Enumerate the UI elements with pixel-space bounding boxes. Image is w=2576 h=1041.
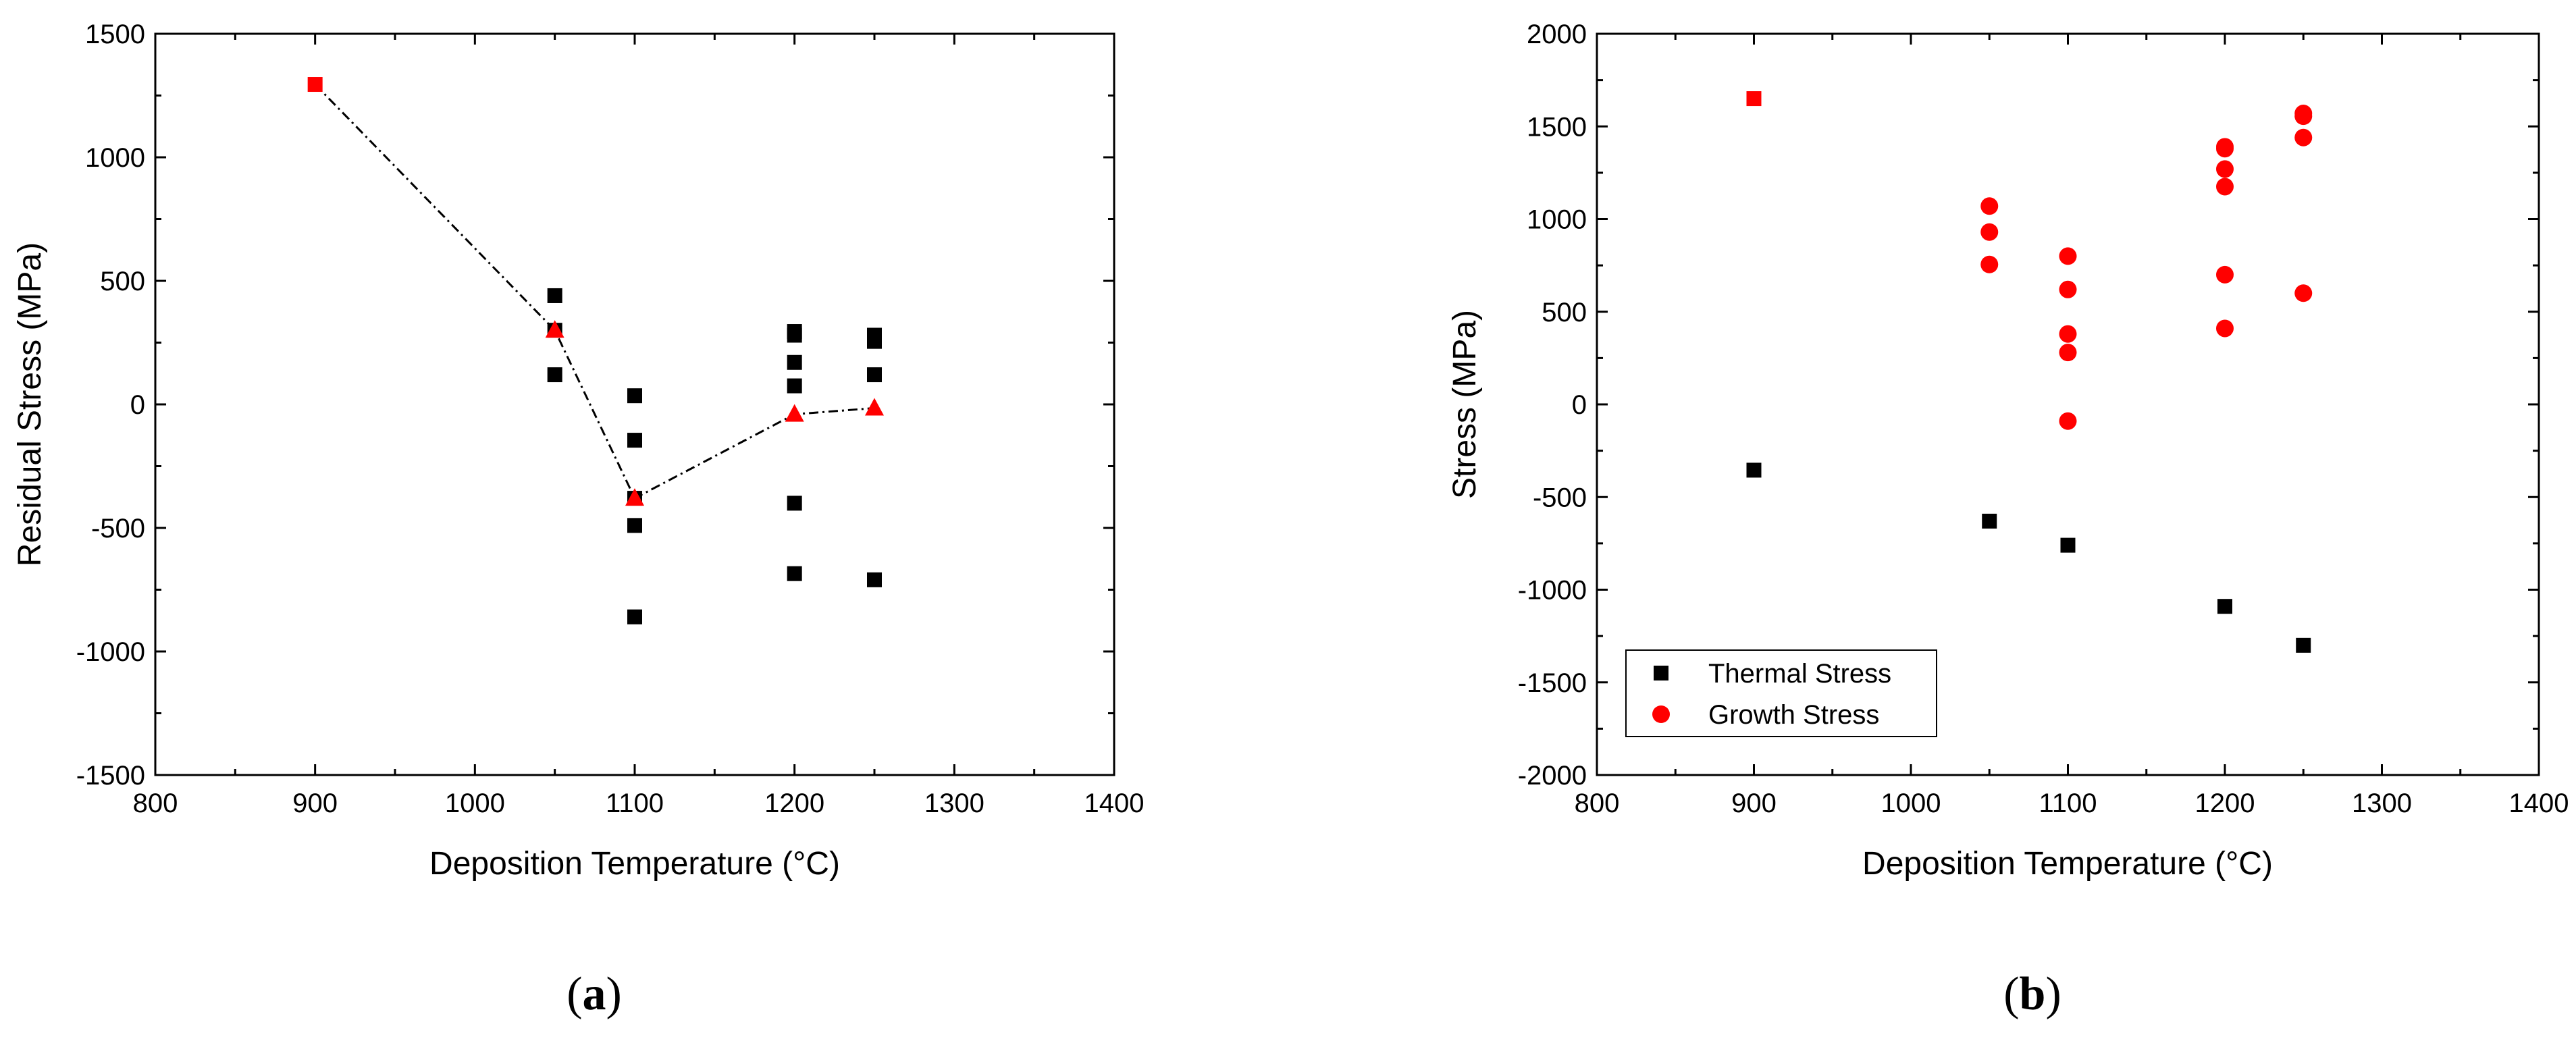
- panel-b-legend: Thermal Stress Growth Stress: [1625, 649, 1937, 737]
- legend-thermal-marker: [1654, 666, 1668, 680]
- panel-b-x-tick-label: 1400: [2509, 789, 2569, 818]
- panel-a-chart: 800 900 1000 1100 1200 1300 1400 -1500 -1000 -500…: [12, 20, 1144, 1020]
- panel-b-x-tick-label: 1100: [2039, 789, 2097, 818]
- panel-b-series-1-circle-point: [2216, 319, 2234, 338]
- panel-a-plot-frame: [154, 32, 1115, 776]
- panel-a-caption-letter: a: [583, 968, 606, 1020]
- panel-a-series-0-square-point: [867, 367, 882, 383]
- panel-a-series-0-square-point: [867, 572, 882, 587]
- panel-a-y-tick-label: 1500: [85, 20, 145, 49]
- panel-b-ticks: 800 900 1000 1100 1200 1300 1400 -2000 -1500 -100…: [1518, 20, 2569, 818]
- panel-a-x-tick-label: 1400: [1084, 789, 1145, 818]
- panel-b-caption-letter: b: [2020, 968, 2046, 1020]
- panel-b-series-1-circle-point: [2294, 284, 2313, 302]
- panel-b-series-0-square-point: [2217, 599, 2232, 614]
- panel-b-y-tick-label: 2000: [1527, 20, 1587, 49]
- panel-b-y-tick-label: 1500: [1527, 112, 1587, 142]
- panel-b-data-marks: [1746, 91, 2313, 653]
- panel-a-x-tick-label: 800: [133, 789, 178, 818]
- panel-b-series-0-square-point: [2060, 537, 2076, 553]
- panel-a-data-marks: [307, 77, 884, 624]
- panel-a-y-tick-label: -1500: [76, 761, 145, 791]
- panel-b-series-1-circle-point: [2216, 160, 2234, 178]
- panel-b-series-1-circle-point: [2059, 325, 2077, 343]
- panel-a-x-tick-label: 900: [292, 789, 338, 818]
- panel-b-y-tick-label: 1000: [1527, 205, 1587, 235]
- panel-a-y-tick-label: 500: [100, 267, 145, 296]
- panel-a-series-2-triangle-point: [865, 398, 884, 416]
- panel-b-caption: (b): [2003, 968, 2061, 1020]
- panel-b-series-2-square-point: [1746, 91, 1762, 107]
- panel-a-y-tick-label: 1000: [85, 143, 145, 173]
- panel-b-series-0-square-point: [2296, 637, 2311, 653]
- panel-a-y-tick-label: -1000: [76, 637, 145, 667]
- panel-a-series-0-square-point: [627, 433, 642, 448]
- panel-b-y-tick-label: 500: [1542, 298, 1587, 327]
- panel-a-y-tick-label: 0: [130, 390, 145, 420]
- panel-a-series-0-square-point: [787, 378, 802, 394]
- panel-a-trend-line: [314, 83, 875, 500]
- panel-b-x-tick-label: 1000: [1881, 789, 1941, 818]
- panel-a-x-tick-label: 1300: [924, 789, 984, 818]
- legend-growth-label: Growth Stress: [1708, 700, 1879, 730]
- panel-b-series-1-circle-point: [2216, 265, 2234, 284]
- legend-growth-marker: [1652, 705, 1670, 723]
- panel-b-x-tick-label: 900: [1731, 789, 1777, 818]
- panel-a-caption-close: ): [606, 968, 622, 1020]
- panel-a-y-tick-label: -500: [91, 514, 145, 543]
- panel-b-series-0-square-point: [1746, 462, 1762, 478]
- panel-a-series-0-square-point: [627, 609, 642, 624]
- panel-a-series-0-square-point: [787, 354, 802, 370]
- panel-a-series-0-square-point: [627, 518, 642, 533]
- panel-b-series-1-circle-point: [2294, 128, 2313, 146]
- panel-b-series-1-circle-point: [2059, 247, 2077, 265]
- panel-a-series-1-square-point: [307, 77, 323, 92]
- panel-b-caption-close: ): [2045, 968, 2061, 1020]
- panel-a-y-axis-title: Residual Stress (MPa): [12, 242, 48, 566]
- panel-b-y-tick-label: -1500: [1518, 668, 1587, 698]
- legend-thermal-label: Thermal Stress: [1708, 659, 1891, 689]
- panel-a-series-2-triangle-point: [785, 404, 804, 422]
- panel-b-y-tick-label: -2000: [1518, 761, 1587, 791]
- panel-a-series-0-square-point: [787, 566, 802, 581]
- panel-b-y-tick-label: -500: [1533, 483, 1587, 512]
- panel-a-series-0-square-point: [787, 496, 802, 511]
- panel-a-series-0-square-point: [867, 333, 882, 349]
- panel-a-ticks: 800 900 1000 1100 1200 1300 1400 -1500 -1000 -500…: [76, 20, 1145, 818]
- panel-a-caption-open: (: [567, 968, 582, 1020]
- panel-b-y-axis-title: Stress (MPa): [1447, 310, 1483, 499]
- panel-b-x-axis-title: Deposition Temperature (°C): [1862, 846, 2273, 882]
- panel-a-series-0-square-point: [627, 388, 642, 404]
- panel-b-series-0-square-point: [1982, 513, 1997, 529]
- panel-a-series-2-triangle-point: [545, 320, 564, 338]
- panel-b-chart: 800 900 1000 1100 1200 1300 1400 -2000 -1500 -100…: [1447, 20, 2569, 1020]
- panel-a-series-0-square-point: [787, 327, 802, 343]
- panel-a-x-tick-label: 1200: [764, 789, 824, 818]
- legend-box: [1625, 649, 1937, 737]
- panel-a-x-tick-label: 1000: [445, 789, 505, 818]
- panel-b-y-tick-label: 0: [1572, 390, 1587, 420]
- panel-b-series-1-circle-point: [2059, 412, 2077, 430]
- panel-b-x-tick-label: 1200: [2195, 789, 2255, 818]
- panel-b-caption-open: (: [2003, 968, 2019, 1020]
- panel-a-series-0-square-point: [547, 288, 562, 303]
- panel-a-x-tick-label: 1100: [606, 789, 664, 818]
- panel-b-series-1-circle-point: [2294, 107, 2313, 126]
- panel-a-series-0-square-point: [547, 367, 562, 383]
- panel-b-series-1-circle-point: [2059, 344, 2077, 362]
- panel-a-x-axis-title: Deposition Temperature (°C): [429, 846, 840, 882]
- panel-a-series-2-triangle-point: [625, 488, 644, 506]
- panel-b-series-1-circle-point: [2059, 280, 2077, 298]
- panel-a-connecting-line: [314, 83, 875, 500]
- panel-b-series-1-circle-point: [1980, 223, 1999, 241]
- panel-a-caption: (a): [567, 968, 622, 1020]
- panel-b-series-1-circle-point: [2216, 178, 2234, 196]
- panel-b-y-tick-label: -1000: [1518, 576, 1587, 606]
- panel-b-series-1-circle-point: [2216, 140, 2234, 158]
- panel-b-x-tick-label: 800: [1575, 789, 1620, 818]
- panel-b-series-1-circle-point: [1980, 197, 1999, 215]
- panel-b-series-1-circle-point: [1980, 255, 1999, 273]
- panel-b-x-tick-label: 1300: [2352, 789, 2412, 818]
